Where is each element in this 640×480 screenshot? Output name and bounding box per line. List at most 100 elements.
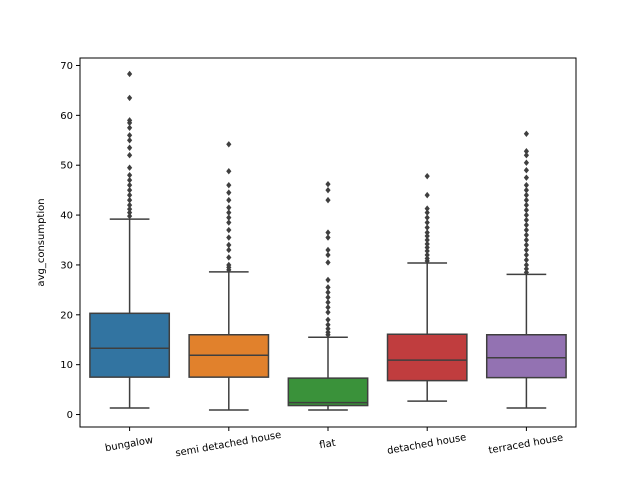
outlier-point <box>127 186 133 194</box>
outlier-point <box>226 204 232 211</box>
outlier-point <box>523 159 529 166</box>
outlier-point <box>226 209 232 216</box>
outlier-point <box>226 167 232 175</box>
outlier-point <box>424 240 430 248</box>
outlier-point <box>523 265 529 273</box>
outlier-point <box>424 236 430 244</box>
outlier-point <box>523 246 529 254</box>
outlier-point <box>523 206 529 214</box>
x-axis: bungalow semi detached house flat detached … <box>104 427 564 459</box>
outlier-point <box>226 181 232 189</box>
outlier-point <box>127 144 133 151</box>
outlier-point <box>523 216 529 224</box>
outlier-point <box>424 224 430 231</box>
y-tick-label: 30 <box>60 260 73 271</box>
outlier-point <box>325 329 331 336</box>
y-tick-label: 20 <box>60 310 73 321</box>
outlier-point <box>523 236 529 244</box>
outlier-point <box>127 171 133 179</box>
box-group <box>188 141 270 411</box>
box-group <box>287 180 369 411</box>
outlier-point <box>325 299 331 306</box>
box <box>287 377 369 407</box>
outlier-point <box>523 201 529 209</box>
y-axis: 0 10 20 30 40 50 60 70 <box>60 61 80 421</box>
outlier-point <box>325 309 331 316</box>
outlier-point <box>424 244 430 251</box>
outlier-point <box>424 205 430 212</box>
outlier-point <box>325 316 331 323</box>
outlier-point <box>523 251 529 259</box>
outlier-point <box>127 191 133 199</box>
outlier-point <box>424 255 430 262</box>
outlier-point <box>325 325 331 332</box>
outlier-point <box>424 251 430 259</box>
box <box>485 334 567 379</box>
outlier-point <box>325 251 331 259</box>
outlier-point <box>523 231 529 239</box>
outlier-point <box>127 117 133 124</box>
outlier-point <box>523 256 529 264</box>
x-tick-label: flat <box>319 438 337 452</box>
outlier-point <box>523 130 529 137</box>
outlier-point <box>523 211 529 219</box>
outlier-point <box>127 137 133 144</box>
outlier-point <box>424 209 430 216</box>
outlier-point <box>127 94 133 102</box>
y-tick-label: 70 <box>60 61 73 72</box>
outlier-point <box>226 189 232 196</box>
outlier-point <box>325 289 331 296</box>
box <box>386 333 468 382</box>
outlier-point <box>424 229 430 236</box>
y-tick-label: 10 <box>60 360 73 371</box>
y-tick-label: 0 <box>67 410 73 421</box>
box-group <box>386 172 468 402</box>
outlier-point <box>127 205 133 213</box>
outlier-point <box>127 70 133 78</box>
outlier-point <box>226 219 232 226</box>
outlier-point <box>226 214 232 221</box>
outlier-point <box>523 181 529 189</box>
outlier-point <box>127 164 133 171</box>
outlier-point <box>127 201 133 209</box>
outlier-point <box>226 141 232 148</box>
box-group <box>89 70 171 409</box>
outlier-point <box>226 234 232 241</box>
outlier-point <box>523 221 529 229</box>
outlier-point <box>325 229 331 236</box>
outlier-point <box>424 214 430 221</box>
outlier-point <box>325 186 331 194</box>
outlier-point <box>523 226 529 234</box>
outlier-point <box>127 209 133 216</box>
box-group <box>485 130 567 409</box>
outlier-point <box>325 276 331 284</box>
y-tick-label: 40 <box>60 211 73 222</box>
outlier-point <box>226 226 232 234</box>
outlier-point <box>424 219 430 226</box>
outlier-point <box>523 148 529 155</box>
outlier-point <box>523 152 529 159</box>
x-tick-label: detached house <box>386 432 467 457</box>
outlier-point <box>523 186 529 194</box>
box <box>89 312 171 378</box>
outlier-point <box>127 196 133 204</box>
outlier-point <box>127 124 133 132</box>
outlier-point <box>325 196 331 204</box>
x-tick-label: bungalow <box>104 435 154 454</box>
plot-area <box>89 70 567 411</box>
outlier-point <box>325 259 331 266</box>
outlier-point <box>523 261 529 269</box>
outlier-point <box>127 212 133 220</box>
outlier-point <box>523 174 529 181</box>
outlier-point <box>226 254 232 261</box>
outlier-point <box>523 166 529 174</box>
y-tick-label: 60 <box>60 111 73 122</box>
outlier-point <box>226 241 232 249</box>
outlier-point <box>523 241 529 249</box>
y-axis-label: avg_consumption <box>36 198 47 286</box>
outlier-point <box>325 180 331 188</box>
outlier-point <box>325 294 331 301</box>
outlier-point <box>325 321 331 328</box>
x-tick-label: terraced house <box>488 433 564 457</box>
outlier-point <box>424 191 430 199</box>
